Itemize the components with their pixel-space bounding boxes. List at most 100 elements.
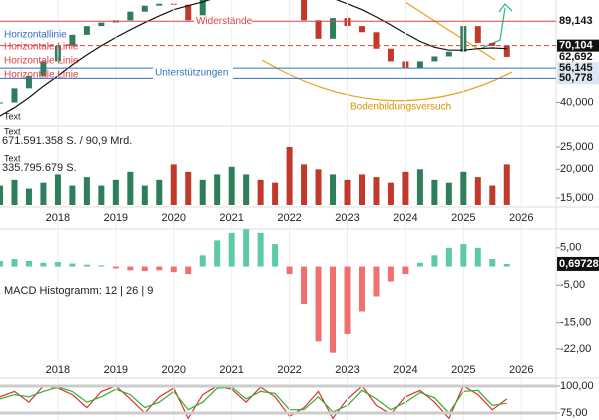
y-tick-label: -22,00 [560, 343, 591, 355]
annotation: Bodenbildungsversuch [350, 102, 451, 113]
x-tick-label: 2023 [335, 212, 359, 224]
bar [243, 174, 250, 205]
bar [503, 263, 510, 267]
bar [228, 166, 235, 205]
volume-label: Text [4, 153, 21, 163]
bar [199, 255, 206, 267]
candle [127, 11, 134, 21]
bar [228, 232, 235, 267]
bar [272, 182, 279, 205]
bar [460, 244, 467, 267]
bar [503, 164, 510, 205]
y-tick-label: 15,000 [560, 192, 594, 204]
candle [315, 20, 322, 39]
x-tick-label: 2020 [162, 364, 186, 376]
bar [344, 266, 351, 334]
candle [387, 48, 394, 62]
candle [40, 61, 47, 76]
y-tick-label: -5,00 [560, 279, 585, 291]
level-box [557, 72, 599, 85]
bar [112, 179, 119, 205]
x-tick-label: 2018 [46, 212, 70, 224]
x-tick-label: 2026 [509, 212, 533, 224]
x-tick-label: 2026 [509, 364, 533, 376]
x-tick-label: 2018 [46, 364, 70, 376]
bar [40, 182, 47, 205]
moving-average [0, 0, 507, 117]
bar [373, 266, 380, 297]
level-label: 56,145 [559, 62, 593, 74]
candle [489, 42, 496, 46]
x-tick-label: 2023 [335, 364, 359, 376]
volume-label: Text [4, 126, 21, 136]
level-label: 50,778 [559, 72, 593, 84]
volume-label: 335.795.679 S. [2, 162, 77, 174]
arrow [481, 3, 513, 49]
bar [127, 171, 134, 205]
bar [127, 266, 134, 271]
bar [170, 164, 177, 205]
candle [301, 0, 308, 21]
y-tick-label: 40,000 [560, 96, 594, 108]
y-tick-label: 100,00 [560, 380, 594, 392]
x-tick-label: 2019 [104, 212, 128, 224]
candle [373, 32, 380, 49]
y-tick-label: -15,00 [560, 317, 591, 329]
volume-label: Text [4, 111, 21, 121]
y-tick-label: 75,00 [560, 407, 588, 419]
bar [214, 240, 221, 267]
bar [330, 174, 337, 205]
y-tick-label: 25,000 [560, 141, 594, 153]
bar [11, 179, 18, 205]
x-tick-label: 2022 [277, 212, 301, 224]
label-bg [194, 15, 252, 28]
bar [402, 266, 409, 275]
candle [98, 22, 105, 27]
bar [301, 164, 308, 205]
bar [69, 185, 76, 205]
bottom-curve [261, 59, 513, 102]
macd-title: MACD Histogramm: 12 | 26 | 9 [4, 285, 153, 297]
bar [156, 266, 163, 271]
trend-line [404, 1, 496, 61]
level-box [557, 39, 599, 52]
level-label: 70,104 [559, 40, 594, 52]
bar [387, 182, 394, 205]
level-label: 89,143 [559, 15, 593, 27]
bar [272, 244, 279, 267]
x-tick-label: 2021 [219, 364, 243, 376]
bar [185, 266, 192, 275]
volume-label: 671.591.358 S. / 90,9 Mrd. [2, 135, 132, 147]
bar [98, 185, 105, 205]
candle [11, 88, 18, 103]
bar [0, 260, 3, 267]
bar [358, 266, 365, 312]
bar [214, 174, 221, 205]
bar [83, 264, 90, 267]
x-tick-label: 2021 [219, 212, 243, 224]
candle [25, 75, 32, 89]
bar [344, 179, 351, 205]
x-tick-label: 2024 [393, 364, 417, 376]
candle [474, 26, 481, 43]
bar [40, 262, 47, 267]
last-value: 0,69728 [559, 258, 599, 270]
bar [416, 262, 423, 267]
bar [243, 229, 250, 267]
bar [474, 247, 481, 267]
annotation: Horizontallinie [4, 30, 67, 41]
annotation: Widerstände [196, 16, 253, 27]
x-tick-label: 2024 [393, 212, 417, 224]
bar [315, 169, 322, 205]
annotation: Horizontale Linie [4, 56, 79, 67]
last-box [557, 256, 599, 271]
bar [387, 266, 394, 282]
candle [0, 102, 3, 104]
bar [141, 266, 148, 272]
candle [199, 0, 206, 21]
annotation: Horizontale Linie [4, 42, 79, 53]
bar [112, 266, 119, 269]
y-tick-label: 20,000 [560, 163, 594, 175]
bar [286, 266, 293, 275]
bar [257, 232, 264, 267]
